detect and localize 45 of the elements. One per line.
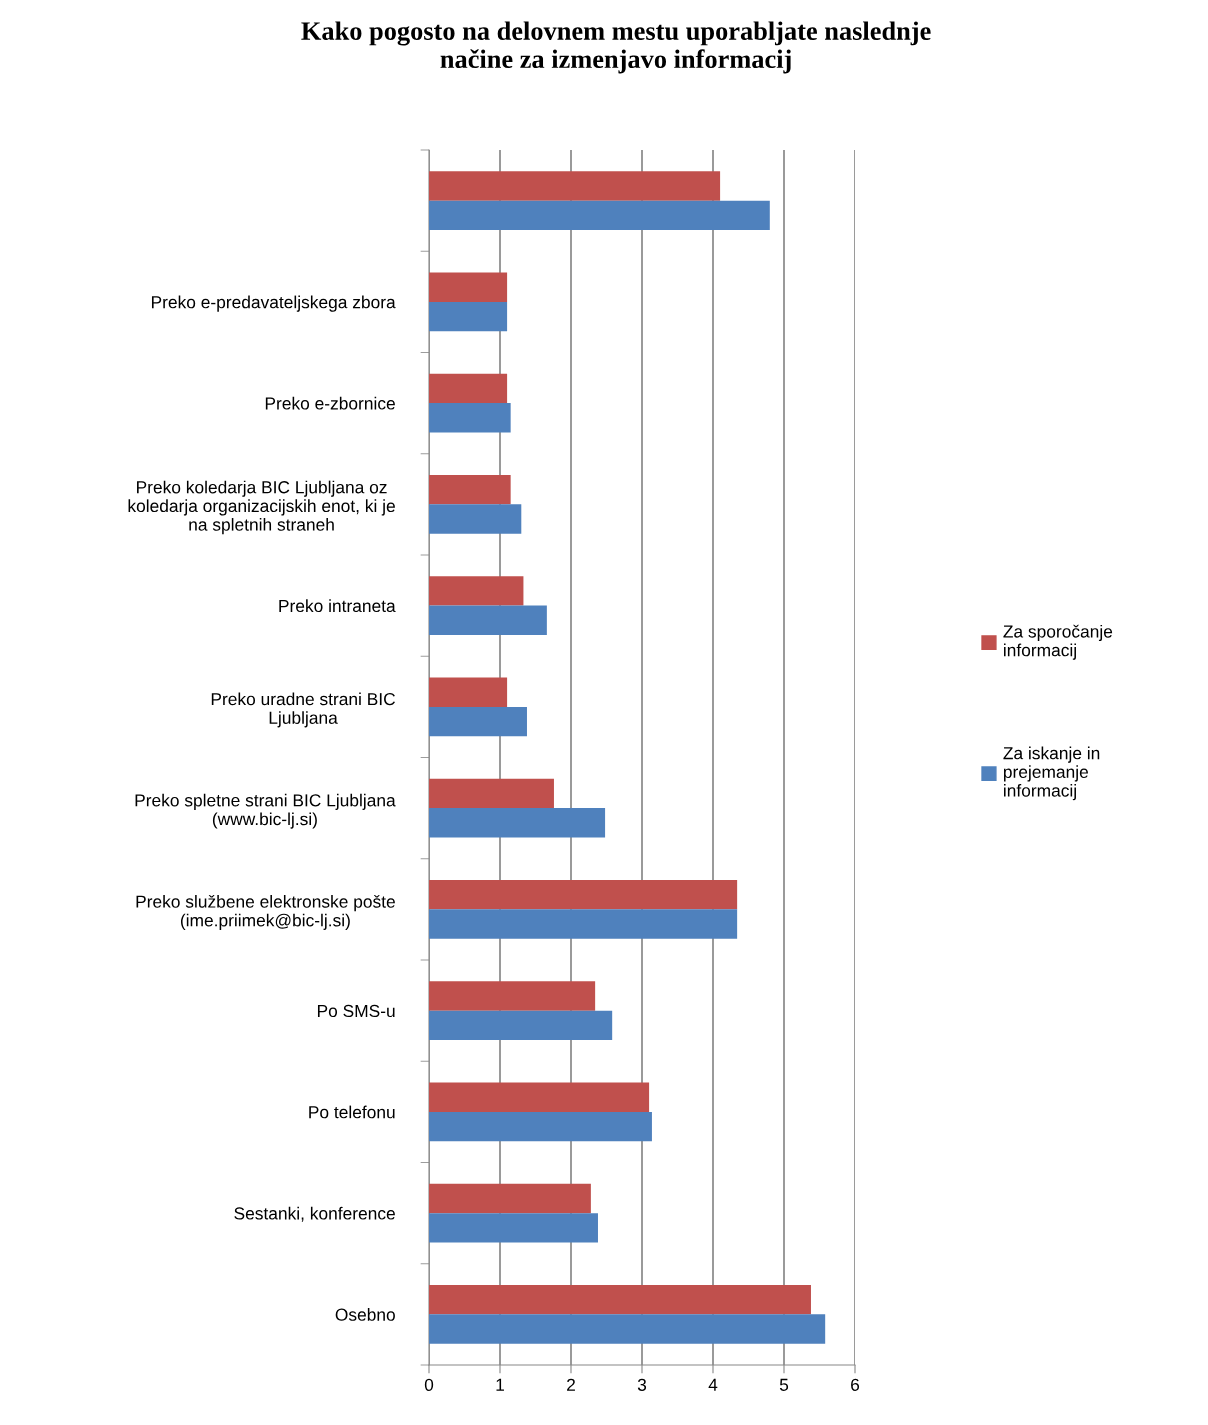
y-tick-label: Po SMS-u (317, 1004, 395, 1018)
bar (429, 403, 511, 433)
bar (429, 373, 508, 404)
y-tick-label: Preko koledarja BIC Ljubljana oz koledarja organizacijskih enot, ki je na spletnih straneh (128, 480, 395, 535)
chart-title: Kako pogosto na delovnem mestu uporabljate naslednje načine za izmenjavo informacij (301, 21, 931, 74)
y-tick-label: Po telefonu (309, 1105, 395, 1119)
bar (429, 808, 606, 838)
bar (429, 1213, 598, 1243)
legend-label: Za iskanje in prejemanje informacij (1003, 746, 1100, 801)
x-tick-label: 2 (567, 1378, 575, 1391)
bar (429, 504, 522, 534)
bar (429, 677, 508, 707)
bar (429, 706, 527, 737)
y-tick-label: Preko e-zbornice (265, 396, 395, 410)
legend-label: Za sporočanje informacij (1003, 624, 1113, 660)
bar (429, 475, 511, 505)
bar (429, 605, 547, 635)
bar (429, 1314, 826, 1344)
bar (429, 909, 738, 939)
y-tick-label: Preko službene elektronske pošte (ime.priimek@bic-lj.si) (136, 894, 395, 930)
y-tick-label: Osebno (335, 1308, 395, 1321)
bar (429, 1082, 650, 1112)
bar (429, 1111, 652, 1142)
bar (429, 576, 524, 606)
bar (429, 880, 738, 910)
bar (429, 981, 596, 1011)
x-tick-label: 5 (779, 1378, 789, 1391)
bar (429, 1285, 811, 1315)
bar (429, 200, 770, 230)
bar (429, 171, 721, 201)
bar (429, 1183, 591, 1214)
x-tick-label: 0 (424, 1378, 434, 1391)
x-tick-label: 3 (637, 1378, 647, 1391)
bar (429, 778, 554, 809)
bar (429, 1010, 613, 1040)
x-tick-label: 1 (496, 1378, 504, 1391)
x-tick-label: 6 (851, 1378, 860, 1391)
y-tick-label: Sestanki, konference (234, 1206, 395, 1222)
bar (429, 301, 508, 332)
y-tick-label: Preko spletne strani BIC Ljubljana (www.bic-lj.si) (135, 793, 396, 829)
y-tick-label: Preko intraneta (279, 599, 396, 613)
x-tick-label: 4 (708, 1378, 718, 1391)
y-tick-label: Preko uradne strani BIC Ljubljana (211, 692, 396, 728)
y-tick-label: Preko e-predavateljskega zbora (151, 295, 396, 312)
bar (429, 272, 508, 302)
